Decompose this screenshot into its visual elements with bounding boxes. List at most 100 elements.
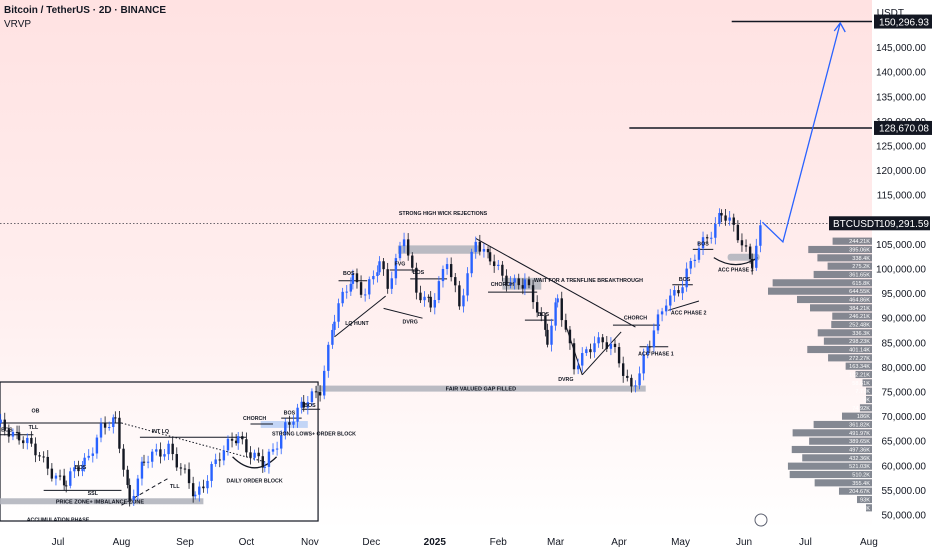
annotation-text: ACCUMULATION PHASE	[27, 517, 90, 523]
zone-label: PRICE ZONE+ IMBALANCE ZONE	[56, 499, 144, 505]
candle-body	[449, 264, 453, 278]
candle-body	[126, 469, 129, 485]
candle-body	[740, 240, 744, 246]
trendline-dvrg2	[581, 331, 622, 376]
candle-body	[34, 443, 37, 456]
candle-body	[15, 431, 19, 433]
candle-body	[132, 496, 135, 501]
candle-body	[386, 269, 389, 289]
time-axis-bg	[0, 530, 932, 550]
vrvp-bar	[823, 337, 872, 345]
annotation-text: INT LQ	[152, 429, 169, 435]
vrvp-bar	[859, 404, 872, 412]
zone-rect	[0, 498, 204, 505]
time-tick-label: Aug	[860, 537, 878, 548]
candle-body	[394, 258, 398, 279]
vrvp-label: 275.2K	[852, 264, 870, 270]
candle-body	[378, 261, 381, 273]
candle-body	[249, 452, 252, 458]
candle-body	[546, 329, 549, 345]
candle-body	[642, 354, 645, 374]
vrvp-bar	[856, 495, 872, 504]
candle-body	[77, 467, 80, 472]
candle-body	[540, 312, 543, 316]
candle-body	[146, 461, 150, 463]
candle-body	[720, 212, 723, 216]
plot-background	[0, 0, 872, 530]
time-tick-label: Apr	[611, 537, 627, 548]
candle-body	[605, 342, 608, 349]
vrvp-bar	[866, 387, 872, 395]
candle-body	[497, 264, 500, 266]
vrvp-label: 246.21K	[849, 314, 870, 320]
vrvp-bar	[791, 445, 872, 454]
candle-body	[486, 249, 490, 253]
candle-body	[411, 255, 414, 268]
price-tick-label: 95,000.00	[882, 289, 927, 300]
candle-body	[402, 239, 406, 247]
price-tick-label: 125,000.00	[876, 142, 926, 153]
candle-body	[280, 435, 283, 449]
price-tick-label: 55,000.00	[882, 486, 927, 497]
candle-body	[714, 223, 717, 238]
candle-body	[58, 475, 62, 477]
candle-body	[140, 461, 144, 479]
price-tick-label: 75,000.00	[882, 388, 927, 399]
candle-body	[363, 294, 367, 296]
annotation-text: BOS	[538, 312, 550, 318]
candle-body	[748, 246, 752, 259]
vrvp-label: 521.03K	[849, 464, 870, 470]
candle-body	[292, 421, 295, 425]
candle-body	[234, 440, 238, 444]
candle-body	[544, 315, 547, 330]
trendline-lq-hunt	[334, 295, 386, 338]
candle-body	[95, 437, 99, 454]
candle-body	[445, 264, 449, 270]
candle-body	[323, 370, 326, 396]
candle-body	[437, 281, 441, 300]
price-tick-label: 120,000.00	[876, 166, 926, 177]
vrvp-bar	[832, 237, 872, 245]
candle-body	[429, 296, 432, 308]
candle-body	[167, 443, 170, 455]
candle-body	[341, 291, 344, 304]
candle-body	[191, 483, 195, 497]
currency-label: USDT	[876, 8, 904, 19]
candle-body	[54, 475, 58, 479]
candle-body	[681, 287, 684, 294]
zone-rect	[397, 245, 480, 254]
candle-body	[7, 429, 11, 437]
zone-label: FAIR VALUED GAP FILLED	[446, 387, 516, 393]
candle-body	[267, 451, 271, 467]
annotation-text: DVRG	[558, 377, 573, 383]
candle-body	[50, 468, 54, 479]
level-tag	[874, 14, 932, 29]
candle-body	[685, 268, 688, 288]
candle-body	[187, 469, 191, 484]
vrvp-label: 163.34K	[849, 364, 870, 370]
chart-title: Bitcoin / TetherUS · 2D · BINANCE	[4, 5, 167, 16]
candle-body	[736, 224, 740, 241]
candle-body	[288, 422, 291, 425]
candle-body	[179, 467, 183, 469]
candle-body	[458, 285, 461, 307]
candle-body	[419, 292, 422, 301]
vrvp-label: 338.4K	[852, 256, 870, 262]
candle-body	[660, 311, 664, 315]
candle-body	[21, 440, 25, 444]
vrvp-label: 497.36K	[849, 447, 870, 453]
candle-body	[306, 402, 310, 408]
annotation-text: CHORCH	[243, 416, 266, 422]
candle-body	[648, 346, 652, 348]
candle-body	[423, 296, 426, 301]
candle-body	[163, 454, 166, 457]
vrvp-bar	[866, 395, 872, 404]
candle-body	[646, 346, 649, 355]
candle-body	[505, 275, 508, 286]
price-tick-label: 100,000.00	[876, 265, 926, 276]
level-tag-label: 128,670.08	[879, 124, 929, 135]
vrvp-label: 384.21K	[849, 306, 870, 312]
candle-body	[513, 278, 516, 283]
